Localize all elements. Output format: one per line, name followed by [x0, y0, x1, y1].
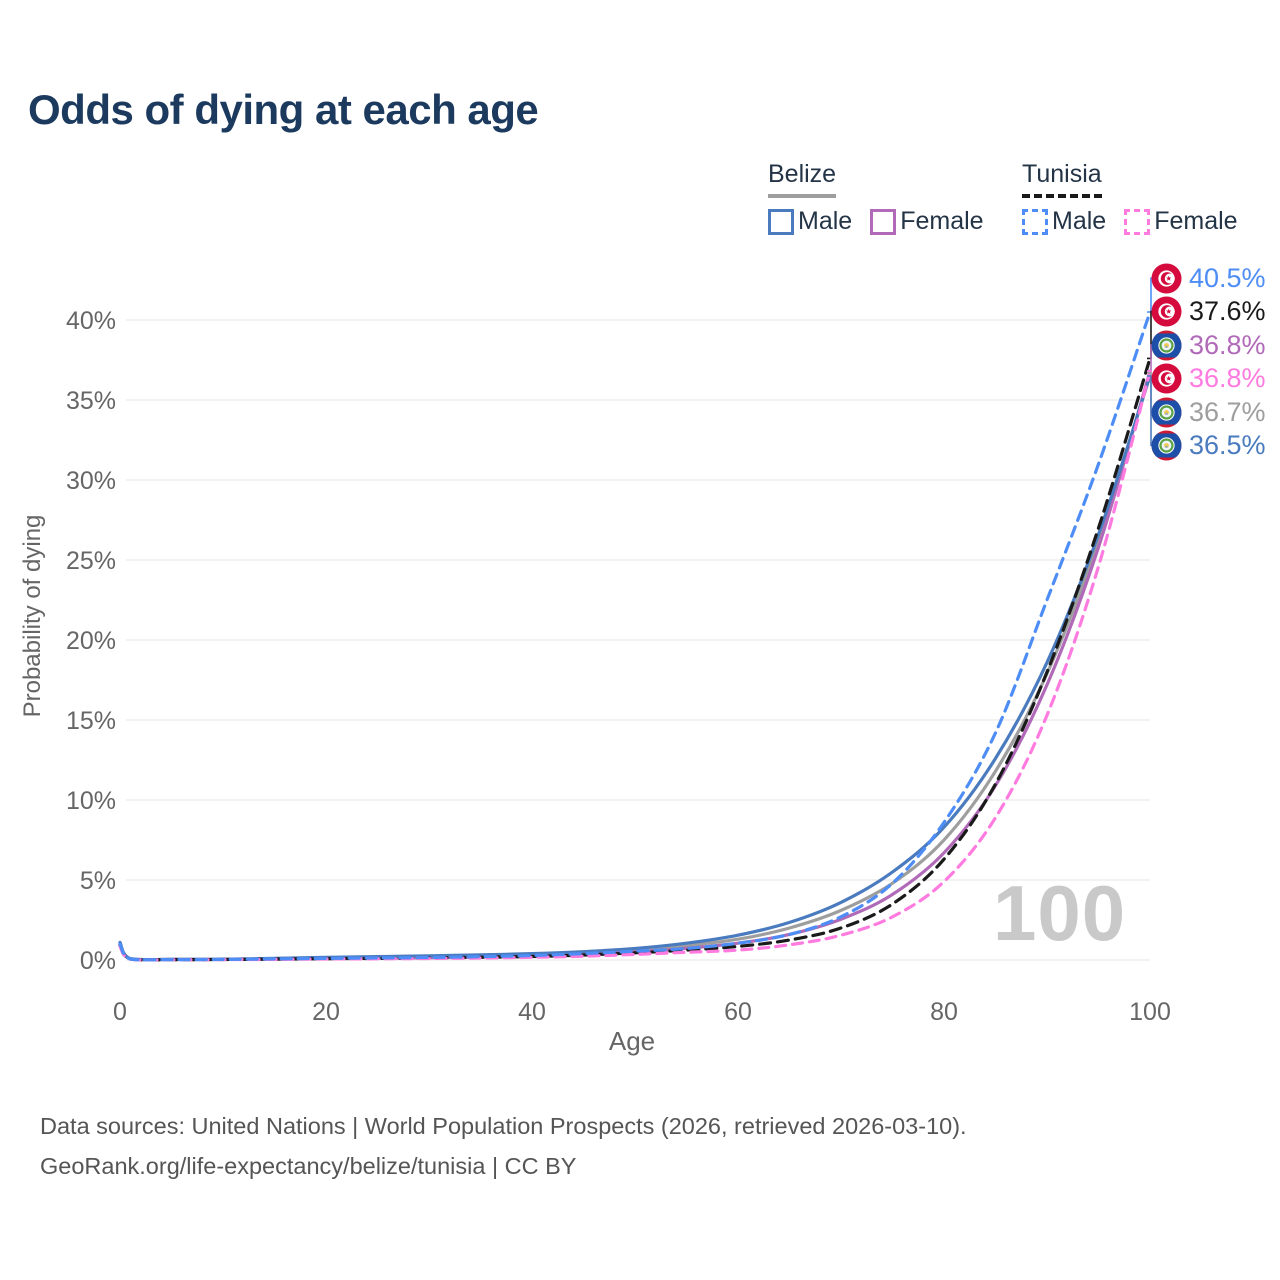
- legend-item-belize-female[interactable]: Female: [870, 207, 984, 236]
- x-tick-label: 40: [518, 998, 546, 1026]
- end-label-bz-total: 36.7%: [1151, 395, 1266, 429]
- belize-male-swatch-icon: [768, 208, 794, 235]
- x-tick-label: 20: [312, 998, 340, 1026]
- legend-group-tunisia: Tunisia Male Female: [1022, 160, 1238, 236]
- belize-flag-icon: [1151, 396, 1182, 428]
- belize-flag-icon: [1151, 430, 1182, 461]
- age-counter-watermark: 100: [993, 869, 1127, 957]
- y-tick-label: 10%: [66, 787, 116, 815]
- y-tick-label: 35%: [66, 387, 116, 415]
- end-label-value: 36.7%: [1189, 396, 1266, 427]
- x-axis-title: Age: [608, 1026, 656, 1056]
- legend-item-tunisia-male[interactable]: Male: [1022, 207, 1106, 236]
- series-line-tn-male[interactable]: [118, 310, 1152, 962]
- end-label-tn-female: 36.8%: [1151, 362, 1266, 396]
- legend-label-tunisia-female: Female: [1154, 207, 1238, 235]
- legend-group-belize: Belize Male Female: [768, 160, 984, 236]
- tunisia-flag-icon: [1151, 296, 1182, 327]
- tunisia-male-swatch-icon: [1022, 208, 1048, 235]
- page-title: Odds of dying at each age: [28, 86, 539, 133]
- y-tick-label: 5%: [80, 867, 116, 895]
- y-tick-label: 20%: [66, 627, 116, 655]
- y-tick-label: 0%: [80, 947, 116, 975]
- x-tick-label: 80: [930, 998, 958, 1026]
- legend-item-belize-male[interactable]: Male: [768, 207, 852, 236]
- legend-label-belize-male: Male: [798, 207, 853, 235]
- belize-female-swatch-icon: [870, 208, 897, 235]
- series-line-bz-male[interactable]: [118, 374, 1152, 962]
- series-line-bz-female[interactable]: [118, 369, 1152, 962]
- y-tick-label: 25%: [66, 547, 116, 575]
- end-label-tn-male: 40.5%: [1151, 261, 1266, 295]
- end-label-tn-total: 37.6%: [1151, 295, 1266, 329]
- end-label-value: 40.5%: [1189, 262, 1266, 293]
- x-tick-label: 0: [113, 998, 127, 1026]
- source-attribution: Data sources: United Nations | World Pop…: [40, 1106, 967, 1186]
- legend-title-tunisia: Tunisia: [1022, 160, 1102, 198]
- series-line-bz-total[interactable]: [118, 371, 1152, 962]
- belize-flag-icon: [1151, 329, 1182, 361]
- series-line-tn-female[interactable]: [118, 369, 1152, 962]
- end-label-value: 37.6%: [1189, 296, 1266, 326]
- series-line-tn-total[interactable]: [118, 356, 1152, 962]
- y-tick-label: 40%: [66, 307, 116, 335]
- legend-title-belize: Belize: [768, 160, 837, 198]
- x-tick-label: 60: [724, 998, 752, 1026]
- tunisia-flag-icon: [1151, 363, 1182, 394]
- y-axis-title: Probability of dying: [19, 514, 46, 718]
- end-label-value: 36.8%: [1189, 329, 1266, 360]
- data-sources-line: Data sources: United Nations | World Pop…: [40, 1113, 967, 1139]
- end-label-bz-female: 36.8%: [1151, 328, 1266, 362]
- y-tick-label: 30%: [66, 467, 116, 495]
- x-tick-label: 100: [1129, 998, 1171, 1026]
- y-tick-label: 15%: [66, 707, 116, 735]
- georank-url-line: GeoRank.org/life-expectancy/belize/tunis…: [40, 1153, 577, 1179]
- end-label-value: 36.8%: [1189, 363, 1266, 393]
- tunisia-female-swatch-icon: [1124, 208, 1151, 235]
- end-label-value: 36.5%: [1189, 430, 1266, 460]
- legend-label-belize-female: Female: [900, 207, 984, 235]
- legend-item-tunisia-female[interactable]: Female: [1124, 207, 1238, 236]
- legend-label-tunisia-male: Male: [1052, 207, 1107, 235]
- tunisia-flag-icon: [1151, 262, 1182, 294]
- end-label-bz-male: 36.5%: [1151, 429, 1266, 463]
